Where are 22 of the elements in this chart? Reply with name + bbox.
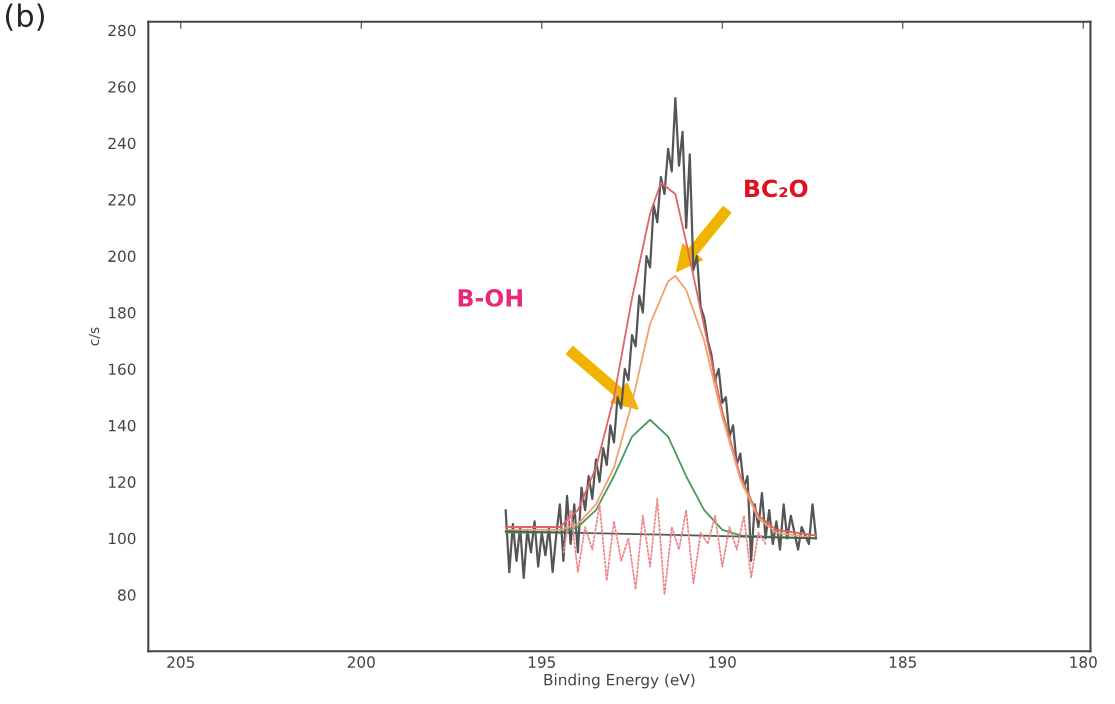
x-tick-label: 185 bbox=[889, 656, 916, 668]
annotation: BC₂O bbox=[745, 179, 808, 198]
annotation: B-OH bbox=[458, 289, 522, 307]
y-tick-label: 140 bbox=[109, 419, 136, 432]
text: (b) bbox=[5, 3, 44, 31]
y-axis-title: c/s bbox=[88, 327, 101, 346]
x-tick-label: 180 bbox=[1070, 656, 1097, 668]
y-tick-label: 80 bbox=[118, 589, 136, 601]
y-tick-label: 180 bbox=[109, 306, 136, 319]
y-tick-label: 160 bbox=[109, 363, 136, 375]
x-tick-label: 190 bbox=[709, 656, 736, 668]
x-tick-label: 195 bbox=[528, 656, 556, 668]
x-axis-title: Binding Energy (eV) bbox=[544, 673, 695, 689]
y-tick-label: 280 bbox=[108, 24, 136, 37]
y-tick-label: 240 bbox=[108, 137, 136, 150]
y-tick-label: 260 bbox=[108, 81, 136, 93]
x-tick-label: 205 bbox=[167, 656, 195, 668]
y-tick-label: 100 bbox=[109, 532, 136, 545]
y-tick-label: 200 bbox=[108, 250, 136, 263]
y-tick-label: 120 bbox=[109, 476, 136, 488]
y-tick-label: 220 bbox=[108, 194, 136, 206]
x-tick-label: 200 bbox=[347, 656, 375, 668]
